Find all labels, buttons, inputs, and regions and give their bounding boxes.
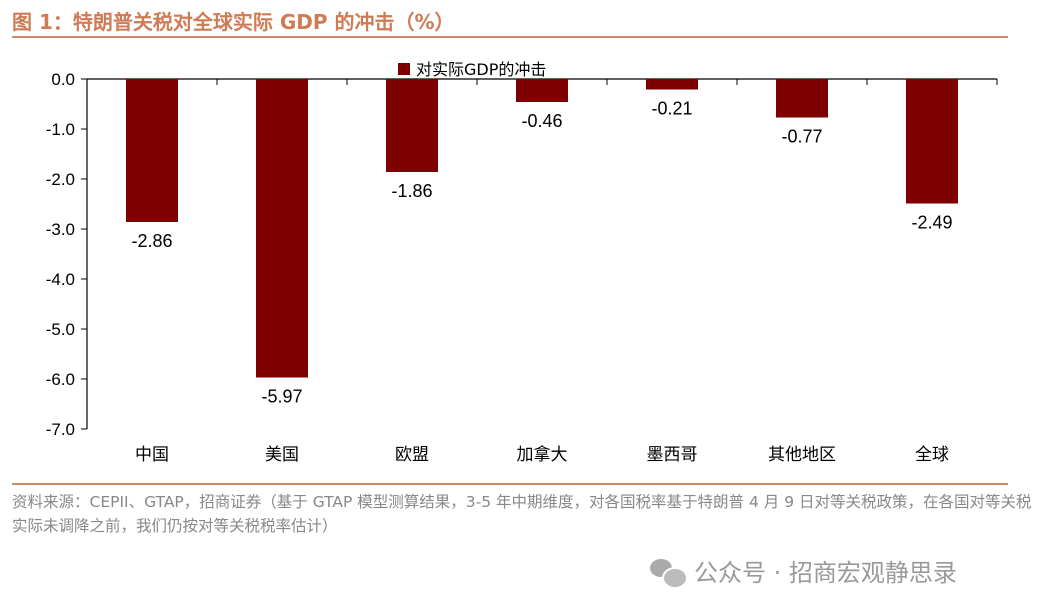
title-divider [12, 36, 1008, 38]
y-tick-label: -1.0 [46, 120, 75, 139]
bar [516, 79, 568, 102]
bar [646, 79, 698, 90]
bar [906, 79, 958, 204]
y-tick-label: -4.0 [46, 270, 75, 289]
data-label: -5.97 [261, 387, 302, 407]
data-label: -0.46 [521, 111, 562, 131]
y-tick-label: -7.0 [46, 420, 75, 439]
x-tick-label: 其他地区 [768, 445, 836, 465]
x-tick-label: 中国 [135, 445, 169, 465]
x-tick-label: 美国 [265, 445, 299, 465]
bar-chart: 0.0 -1.0 -2.0 -3.0 -4.0 -5.0 -6.0 -7.0 -2.86 中国 -5… [46, 60, 998, 465]
x-tick-label: 欧盟 [395, 445, 429, 465]
y-tick-label: -3.0 [46, 220, 75, 239]
x-tick-label: 加拿大 [517, 444, 568, 465]
data-label: -2.86 [131, 231, 172, 251]
wechat-icon [650, 557, 688, 589]
data-label: -1.86 [391, 181, 432, 201]
data-label: -0.21 [651, 99, 692, 119]
watermark: 公众号 · 招商宏观静思录 [650, 553, 957, 589]
chart-title: 图 1：特朗普关税对全球实际 GDP 的冲击（%） [12, 10, 455, 34]
y-tick-label: -6.0 [46, 370, 75, 389]
bar [386, 79, 438, 172]
data-label: -2.49 [911, 213, 952, 233]
watermark-text: 公众号 · 招商宏观静思录 [694, 559, 957, 587]
bar [256, 79, 308, 378]
legend-label: 对实际GDP的冲击 [416, 60, 546, 79]
y-tick-label: -2.0 [46, 170, 75, 189]
bar [776, 79, 828, 118]
legend-swatch [398, 63, 410, 75]
data-label: -0.77 [781, 127, 822, 147]
y-tick-label: -5.0 [46, 320, 75, 339]
source-divider [12, 483, 1008, 485]
source-note: 资料来源：CEPII、GTAP，招商证券（基于 GTAP 模型测算结果，3-5 … [12, 493, 1032, 535]
x-tick-label: 墨西哥 [647, 445, 698, 465]
bar [126, 79, 178, 222]
x-tick-label: 全球 [915, 445, 949, 465]
y-tick-label: 0.0 [51, 70, 75, 89]
